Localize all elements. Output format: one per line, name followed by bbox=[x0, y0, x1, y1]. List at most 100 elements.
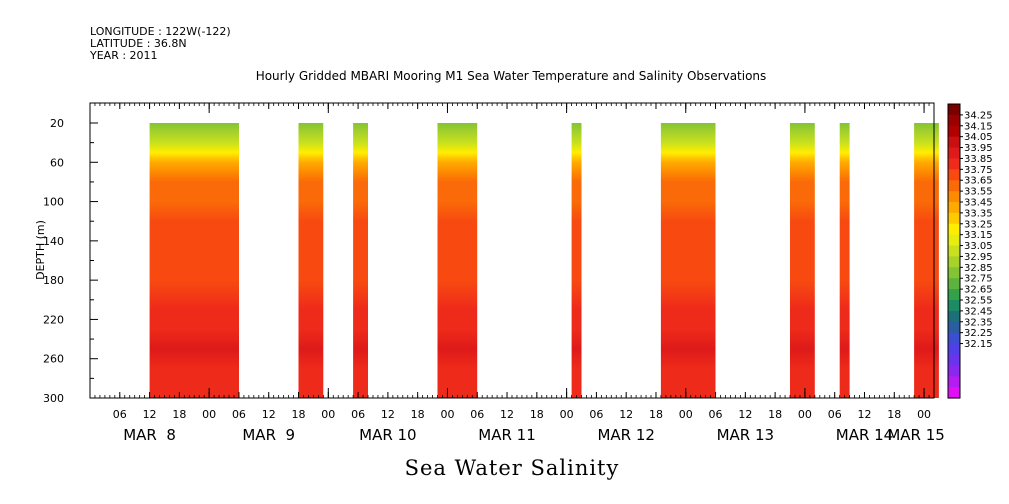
y-tick-label: 60 bbox=[50, 156, 64, 169]
colorbar-swatch bbox=[948, 223, 960, 236]
x-hour-label: 18 bbox=[887, 408, 901, 421]
data-block-9 bbox=[914, 123, 939, 398]
year-label: YEAR : 2011 bbox=[89, 49, 158, 62]
y-tick-label: 260 bbox=[43, 353, 64, 366]
colorbar-frame bbox=[947, 103, 961, 399]
x-hour-label: 00 bbox=[917, 408, 931, 421]
x-hour-label: 18 bbox=[768, 408, 782, 421]
colorbar-label: 33.85 bbox=[964, 154, 993, 165]
colorbar-swatch bbox=[948, 169, 960, 181]
x-hour-label: 00 bbox=[560, 408, 574, 421]
colorbar-label: 32.65 bbox=[964, 285, 993, 296]
data-block-3 bbox=[353, 123, 368, 398]
colorbar-swatch bbox=[948, 212, 960, 225]
x-hour-label: 00 bbox=[679, 408, 693, 421]
colorbar-swatch bbox=[948, 245, 960, 258]
x-hour-label: 12 bbox=[143, 408, 157, 421]
x-day-label: MAR 10 bbox=[359, 426, 416, 444]
colorbar-label: 33.65 bbox=[964, 176, 993, 187]
y-tick-label: 20 bbox=[50, 117, 64, 130]
minor-ticks bbox=[89, 103, 935, 398]
x-hour-label: 00 bbox=[440, 408, 454, 421]
colorbar-swatch bbox=[948, 256, 960, 268]
colorbar-label: 33.55 bbox=[964, 187, 993, 198]
y-tick-label: 100 bbox=[43, 196, 64, 209]
colorbar-label: 33.25 bbox=[964, 219, 993, 230]
y-axis-label: DEPTH (m) bbox=[34, 220, 47, 280]
x-day-label: MAR 13 bbox=[717, 426, 774, 444]
chart-title: Hourly Gridded MBARI Mooring M1 Sea Wate… bbox=[256, 69, 767, 83]
colorbar-swatch bbox=[948, 321, 960, 334]
colorbar-swatch bbox=[948, 125, 960, 138]
data-block-1 bbox=[149, 123, 239, 398]
x-hour-label: 06 bbox=[709, 408, 723, 421]
colorbar-label: 32.55 bbox=[964, 296, 993, 307]
colorbar-swatch bbox=[948, 289, 960, 301]
colorbar-label: 33.45 bbox=[964, 198, 993, 209]
x-hour-label: 06 bbox=[470, 408, 484, 421]
colorbar-swatch bbox=[948, 332, 960, 345]
x-hour-label: 06 bbox=[232, 408, 246, 421]
y-tick-label: 220 bbox=[43, 313, 64, 326]
x-hour-label: 18 bbox=[411, 408, 425, 421]
colorbar-label: 32.25 bbox=[964, 328, 993, 339]
colorbar-label: 34.25 bbox=[964, 110, 993, 121]
x-hour-label: 06 bbox=[351, 408, 365, 421]
x-hour-label: 18 bbox=[649, 408, 663, 421]
colorbar-label: 33.95 bbox=[964, 143, 993, 154]
data-block-6 bbox=[660, 123, 716, 398]
x-hour-label: 18 bbox=[292, 408, 306, 421]
x-day-label: MAR 8 bbox=[123, 426, 176, 444]
y-axis: 20 60 100 140 180 220 260 300 bbox=[43, 117, 98, 405]
data-block-7 bbox=[790, 123, 815, 398]
colorbar-swatch bbox=[948, 343, 960, 356]
x-hour-label: 12 bbox=[500, 408, 514, 421]
y-tick-label: 180 bbox=[43, 274, 64, 287]
colorbar-swatch bbox=[948, 376, 960, 388]
colorbar-swatch bbox=[948, 158, 960, 170]
data-block-4 bbox=[437, 123, 478, 398]
colorbar-label: 32.45 bbox=[964, 306, 993, 317]
colorbar-label: 33.05 bbox=[964, 241, 993, 252]
colorbar-swatch bbox=[948, 267, 960, 279]
colorbar-swatch bbox=[948, 191, 960, 203]
x-day-label: MAR 11 bbox=[478, 426, 535, 444]
x-hour-label: 18 bbox=[172, 408, 186, 421]
colorbar-swatch bbox=[948, 180, 960, 192]
x-day-label: MAR 14 bbox=[836, 426, 893, 444]
x-hour-label: 00 bbox=[798, 408, 812, 421]
chart-caption: Sea Water Salinity bbox=[405, 456, 620, 480]
y-tick-label: 140 bbox=[43, 235, 64, 248]
colorbar-swatch bbox=[948, 354, 960, 366]
colorbar-swatch bbox=[948, 114, 960, 127]
data-block-2 bbox=[298, 123, 324, 398]
data-block-8 bbox=[839, 123, 850, 398]
x-hour-label: 12 bbox=[381, 408, 395, 421]
x-hour-label: 00 bbox=[202, 408, 216, 421]
longitude-label: LONGITUDE : 122W(-122) bbox=[90, 25, 231, 38]
colorbar-label: 34.05 bbox=[964, 132, 993, 143]
data-block-5 bbox=[571, 123, 582, 398]
colorbar-label: 32.85 bbox=[964, 263, 993, 274]
x-hour-label: 00 bbox=[321, 408, 335, 421]
colorbar-label: 32.15 bbox=[964, 339, 993, 350]
x-day-label: MAR 12 bbox=[597, 426, 654, 444]
colorbar-swatch bbox=[948, 234, 960, 247]
colorbar: 34.2534.1534.0533.9533.8533.7533.6533.55… bbox=[947, 103, 993, 399]
y-tick-label: 300 bbox=[43, 392, 64, 405]
colorbar-label: 33.15 bbox=[964, 230, 993, 241]
colorbar-label: 33.35 bbox=[964, 208, 993, 219]
data-blocks bbox=[149, 123, 939, 398]
colorbar-swatch bbox=[948, 147, 960, 160]
x-hour-label: 06 bbox=[113, 408, 127, 421]
x-hour-label: 12 bbox=[619, 408, 633, 421]
x-day-label: MAR 15 bbox=[887, 426, 944, 444]
colorbar-swatch bbox=[948, 104, 960, 116]
colorbar-swatch bbox=[948, 310, 960, 323]
colorbar-swatch bbox=[948, 387, 960, 399]
colorbar-swatch bbox=[948, 136, 960, 149]
x-hour-label: 06 bbox=[828, 408, 842, 421]
colorbar-swatch bbox=[948, 202, 960, 214]
latitude-label: LATITUDE : 36.8N bbox=[90, 37, 187, 50]
x-hour-label: 12 bbox=[262, 408, 276, 421]
